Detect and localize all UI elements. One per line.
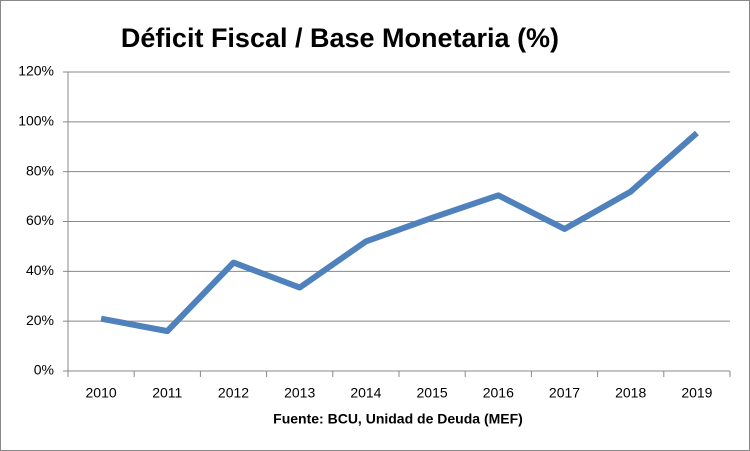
y-tick-label: 0% <box>34 362 54 378</box>
x-tick-label: 2016 <box>483 385 514 401</box>
y-tick-label: 100% <box>18 113 54 129</box>
x-tick-label: 2019 <box>681 385 712 401</box>
data-line <box>100 130 699 335</box>
x-tick-label: 2013 <box>284 385 315 401</box>
x-tick-label: 2014 <box>350 385 381 401</box>
y-tick-label: 80% <box>26 162 54 178</box>
y-tick-label: 60% <box>26 212 54 228</box>
y-tick-label: 120% <box>18 63 54 79</box>
source-note: Fuente: BCU, Unidad de Deuda (MEF) <box>273 411 523 427</box>
x-tick-label: 2010 <box>86 385 117 401</box>
y-tick-label: 40% <box>26 262 54 278</box>
chart-title: Déficit Fiscal / Base Monetaria (%) <box>121 23 559 53</box>
x-tick-label: 2011 <box>152 385 182 401</box>
x-tick-label: 2012 <box>218 385 249 401</box>
y-tick-label: 20% <box>26 312 54 328</box>
x-tick-label: 2015 <box>417 385 448 401</box>
x-tick-label: 2017 <box>549 385 580 401</box>
x-tick-label: 2018 <box>615 385 646 401</box>
